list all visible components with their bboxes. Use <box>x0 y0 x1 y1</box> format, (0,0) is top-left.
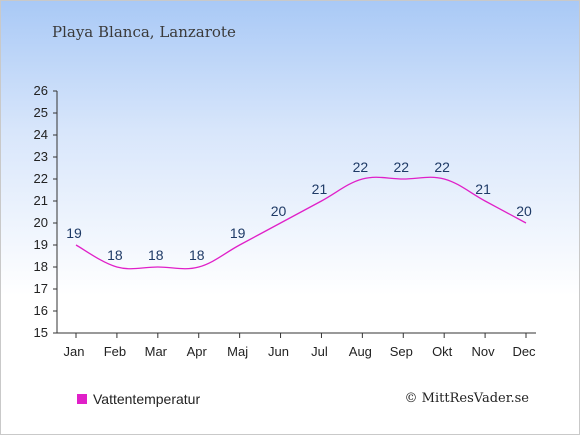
x-tick-label: Jul <box>311 344 328 359</box>
data-label: 20 <box>516 203 532 219</box>
data-label: 19 <box>66 225 82 241</box>
y-tick-label: 22 <box>34 171 48 186</box>
x-tick-label: Jan <box>64 344 85 359</box>
data-label: 18 <box>107 247 123 263</box>
credit-text: © MittResVader.se <box>404 391 529 406</box>
x-tick-label: Okt <box>432 344 453 359</box>
data-label: 21 <box>312 181 328 197</box>
x-tick-label: Sep <box>390 344 413 359</box>
y-tick-label: 26 <box>34 83 48 98</box>
y-tick-label: 17 <box>34 281 48 296</box>
legend-label: Vattentemperatur <box>93 391 201 407</box>
data-label: 18 <box>189 247 205 263</box>
x-tick-label: Mar <box>145 344 168 359</box>
data-label: 20 <box>271 203 287 219</box>
y-tick-label: 23 <box>34 149 48 164</box>
data-label: 22 <box>434 159 450 175</box>
data-label: 18 <box>148 247 164 263</box>
y-tick-label: 15 <box>34 325 48 340</box>
x-tick-label: Dec <box>512 344 536 359</box>
x-tick-label: Apr <box>187 344 208 359</box>
y-tick-label: 20 <box>34 215 48 230</box>
y-tick-label: 16 <box>34 303 48 318</box>
series-line <box>75 176 527 270</box>
legend: Vattentemperatur <box>77 391 200 407</box>
y-tick-label: 18 <box>34 259 48 274</box>
data-label: 22 <box>393 159 409 175</box>
x-tick-label: Maj <box>227 344 248 359</box>
x-tick-label: Aug <box>349 344 372 359</box>
legend-swatch <box>77 394 87 404</box>
x-tick-label: Jun <box>268 344 289 359</box>
chart-title: Playa Blanca, Lanzarote <box>52 23 236 41</box>
data-label: 19 <box>230 225 246 241</box>
data-label: 21 <box>475 181 491 197</box>
data-label: 22 <box>353 159 369 175</box>
y-tick-label: 19 <box>34 237 48 252</box>
y-tick-label: 24 <box>34 127 48 142</box>
y-tick-label: 25 <box>34 105 48 120</box>
y-tick-label: 21 <box>34 193 48 208</box>
x-tick-label: Nov <box>472 344 496 359</box>
x-tick-label: Feb <box>104 344 126 359</box>
